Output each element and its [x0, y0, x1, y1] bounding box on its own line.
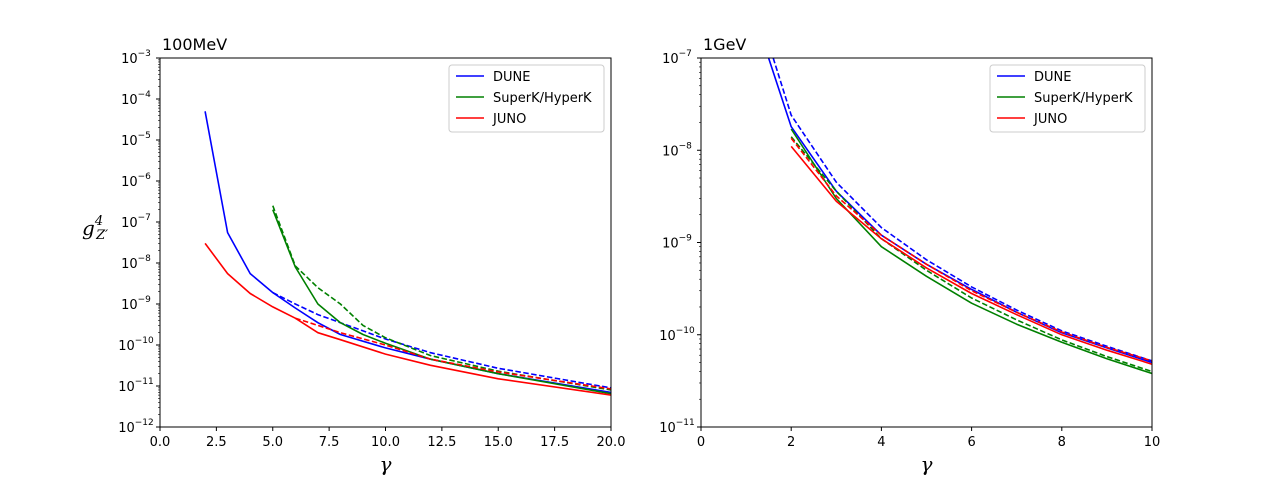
y-tick-label: 10−5: [121, 131, 151, 149]
x-tick-label: 4: [877, 435, 885, 450]
legend-box: [448, 64, 605, 133]
y-tick-label: 10−10: [118, 336, 154, 354]
x-tick-label: 20.0: [597, 435, 626, 450]
x-tick-label: 2: [787, 435, 795, 450]
x-tick-label: 10.0: [371, 435, 400, 450]
y-axis-label: g4 Z′: [82, 214, 108, 243]
chart-title: 100MeV: [162, 35, 227, 54]
series-group: [767, 58, 1152, 375]
y-tick-label: 10−12: [118, 418, 154, 436]
legend-label: SuperK/HyperK: [493, 91, 592, 106]
legend-label: DUNE: [493, 70, 530, 85]
x-tick-label: 15.0: [484, 435, 513, 450]
x-tick-label: 6: [967, 435, 975, 450]
x-axis-label: γ: [921, 452, 933, 476]
legend-label: JUNO: [1033, 112, 1067, 127]
x-tick-label: 5.0: [262, 435, 283, 450]
y-tick-label: 10−8: [121, 254, 151, 272]
legend-label: SuperK/HyperK: [1034, 91, 1133, 106]
x-tick-label: 0.0: [150, 435, 171, 450]
legend: DUNE SuperK/HyperK JUNO: [989, 64, 1146, 133]
series-line-dune-dashed: [772, 58, 1152, 362]
x-axis-label: γ: [380, 452, 392, 476]
x-tick-label: 7.5: [319, 435, 340, 450]
x-tick-label: 12.5: [427, 435, 456, 450]
y-tick-label: 10−4: [121, 90, 151, 108]
series-line-superk-hyperk-dashed: [272, 205, 611, 391]
y-tick-label: 10−9: [662, 234, 692, 252]
series-line-juno-solid: [790, 145, 1152, 365]
series-line-juno-dashed: [790, 137, 1152, 362]
chart-panel-1gev: 0 2 4 6 8 10 10−11 10−10 10−9 10−8 10−7 1GeV γ DUNE Su…: [659, 35, 1160, 476]
y-tick-label: 10−7: [121, 213, 151, 231]
y-tick-label: 10−7: [662, 49, 692, 67]
legend-box: [989, 64, 1146, 133]
x-tick-label: 2.5: [206, 435, 227, 450]
y-tick-label: 10−9: [121, 295, 151, 313]
y-tick-label: 10−6: [121, 172, 151, 190]
y-tick-label: 10−10: [659, 326, 695, 344]
x-tick-label: 17.5: [540, 435, 569, 450]
series-line-juno-solid: [204, 242, 611, 396]
series-line-juno-dashed: [295, 317, 611, 390]
legend: DUNE SuperK/HyperK JUNO: [448, 64, 605, 133]
legend-label: DUNE: [1034, 70, 1071, 85]
y-tick-label: 10−11: [118, 377, 154, 395]
chart-panel-100mev: 0.0 2.5 5.0 7.5 10.0 12.5 15.0 17.5 20.0 10−12 10−…: [82, 35, 625, 476]
chart-title: 1GeV: [703, 35, 746, 54]
series-line-superk-hyperk-solid: [272, 209, 611, 395]
series-line-superk-hyperk-dashed: [790, 136, 1152, 373]
x-tick-label: 10: [1144, 435, 1161, 450]
series-group: [204, 111, 611, 396]
x-tick-label: 0: [697, 435, 705, 450]
legend-label: JUNO: [492, 112, 526, 127]
y-tick-label: 10−3: [121, 49, 151, 67]
y-tick-label: 10−11: [659, 418, 695, 436]
series-line-dune-dashed: [272, 291, 611, 389]
y-tick-label: 10−8: [662, 141, 692, 159]
x-tick-label: 8: [1058, 435, 1066, 450]
